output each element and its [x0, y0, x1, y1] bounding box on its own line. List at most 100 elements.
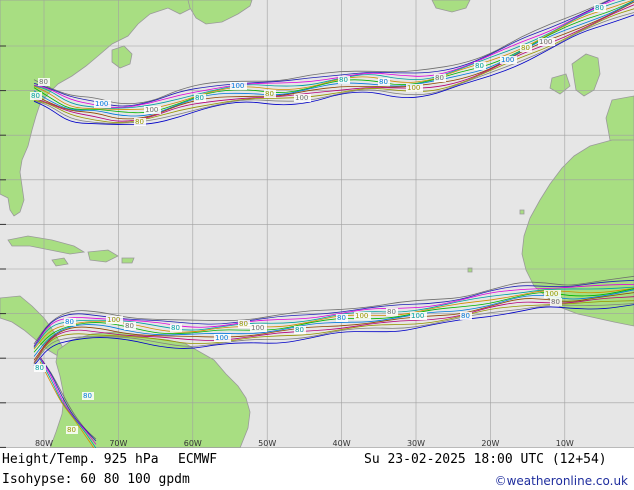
contour-value-label: 80: [35, 364, 44, 372]
contour-label-bg: [170, 324, 182, 332]
longitude-label: 10W: [556, 439, 574, 448]
contour-value-label: 100: [107, 316, 120, 324]
contour-value-label: 80: [195, 94, 204, 102]
contour-value-label: 80: [387, 308, 396, 316]
contour-value-label: 80: [31, 92, 40, 100]
contour-label-bg: [294, 326, 306, 334]
contour-label-bg: [230, 82, 247, 90]
contour-label-bg: [434, 74, 446, 82]
longitude-label: 60W: [184, 439, 202, 448]
longitude-labels: 80W 70W 60W 50W 40W 30W 20W 10W: [35, 439, 574, 448]
contour-label-bg: [214, 334, 231, 342]
southern-contour-line: [33, 296, 634, 363]
contour-value-label: 100: [539, 38, 552, 46]
cape-verde-land: [467, 267, 473, 273]
contour-label-bg: [30, 92, 42, 100]
africa-land: [521, 139, 634, 327]
contour-value-label: 100: [145, 106, 158, 114]
contour-label-bg: [94, 100, 111, 108]
hispaniola-land: [87, 249, 119, 263]
contour-label-bg: [106, 316, 123, 324]
contour-label-bg: [338, 76, 350, 84]
contour-label-bg: [474, 62, 486, 70]
contour-label-bg: [38, 78, 50, 86]
map-title: Height/Temp. 925 hPa: [2, 452, 159, 467]
valid-datetime: Su 23-02-2025 18:00 UTC (12+54): [364, 452, 607, 467]
contour-value-label: 100: [355, 312, 368, 320]
britain-land: [571, 53, 601, 97]
contour-label-bg: [264, 90, 276, 98]
cuba-land: [7, 235, 86, 255]
longitude-label: 20W: [481, 439, 499, 448]
southern-contour-line: [33, 289, 634, 357]
contour-label-bg: [124, 322, 136, 330]
contour-value-label: 80: [125, 322, 134, 330]
contour-value-label: 80: [521, 44, 530, 52]
southern-contour-line: [33, 287, 634, 350]
contour-label-bg: [550, 298, 562, 306]
contour-label-bg: [294, 94, 311, 102]
contour-value-label: 80: [67, 426, 76, 434]
contour-label-bg: [594, 4, 606, 12]
contour-value-label: 80: [83, 392, 92, 400]
northern-contour-line: [33, 4, 634, 122]
southern-contour-line: [33, 286, 634, 348]
longitude-label: 70W: [109, 439, 127, 448]
isohypse-legend: Isohypse: 60 80 100 gpdm: [2, 472, 190, 487]
contour-label-bg: [520, 44, 532, 52]
contour-value-label: 80: [295, 326, 304, 334]
contour-value-label: 80: [265, 90, 274, 98]
contour-value-label: 80: [171, 324, 180, 332]
southern-contour-line: [33, 303, 634, 365]
contour-label-bg: [82, 392, 94, 400]
jamaica-land: [51, 257, 69, 267]
contour-label-bg: [64, 318, 76, 326]
southern-contour-line: [33, 292, 634, 361]
longitude-label: 30W: [407, 439, 425, 448]
contour-value-label: 100: [95, 100, 108, 108]
footer-legend-row: Isohypse: 60 80 100 gpdm ©weatheronline.…: [0, 470, 634, 490]
contour-label-bg: [410, 312, 427, 320]
southern-contour-line: [33, 288, 634, 353]
contour-value-label: 80: [339, 76, 348, 84]
contour-value-label: 80: [337, 314, 346, 322]
contour-label-bg: [144, 106, 161, 114]
contour-value-label: 80: [39, 78, 48, 86]
contour-label-bg: [538, 38, 555, 46]
credit-link[interactable]: ©weatheronline.co.uk: [494, 474, 628, 488]
contour-value-label: 100: [231, 82, 244, 90]
contour-value-label: 80: [65, 318, 74, 326]
contour-label-bg: [336, 314, 348, 322]
contour-value-label: 80: [379, 78, 388, 86]
weather-map: 80 80 100 80 100 80 100 80 100 80 80 100 80 80 100 80 10…: [0, 0, 634, 448]
contour-value-label: 100: [251, 324, 264, 332]
northern-contour-line: [33, 12, 634, 124]
southern-contour-line: [33, 275, 634, 345]
southern-contour-line: [33, 300, 634, 364]
land-layer: [0, 0, 634, 448]
greenland-land: [187, 0, 253, 25]
southern-contour-line: [33, 304, 634, 366]
model-name: ECMWF: [178, 452, 218, 467]
contour-value-label: 80: [461, 312, 470, 320]
contour-label-bg: [544, 290, 561, 298]
southern-contour-line: [33, 284, 634, 348]
contour-label-bg: [354, 312, 371, 320]
contour-value-label: 80: [135, 118, 144, 126]
contour-label-bg: [406, 84, 423, 92]
canary-islands-land: [519, 209, 525, 215]
southern-contour-line: [33, 279, 634, 347]
contour-label-bg: [34, 364, 46, 372]
longitude-label: 50W: [258, 439, 276, 448]
contour-label-bg: [134, 118, 146, 126]
contour-value-label: 100: [411, 312, 424, 320]
contour-value-label: 80: [475, 62, 484, 70]
puerto-rico-land: [121, 257, 135, 264]
contour-value-label: 100: [407, 84, 420, 92]
northern-contour-line: [33, 8, 634, 123]
contour-value-label: 80: [239, 320, 248, 328]
longitude-label: 80W: [35, 439, 53, 448]
contour-label-bg: [238, 320, 250, 328]
contour-label-bg: [66, 426, 78, 434]
